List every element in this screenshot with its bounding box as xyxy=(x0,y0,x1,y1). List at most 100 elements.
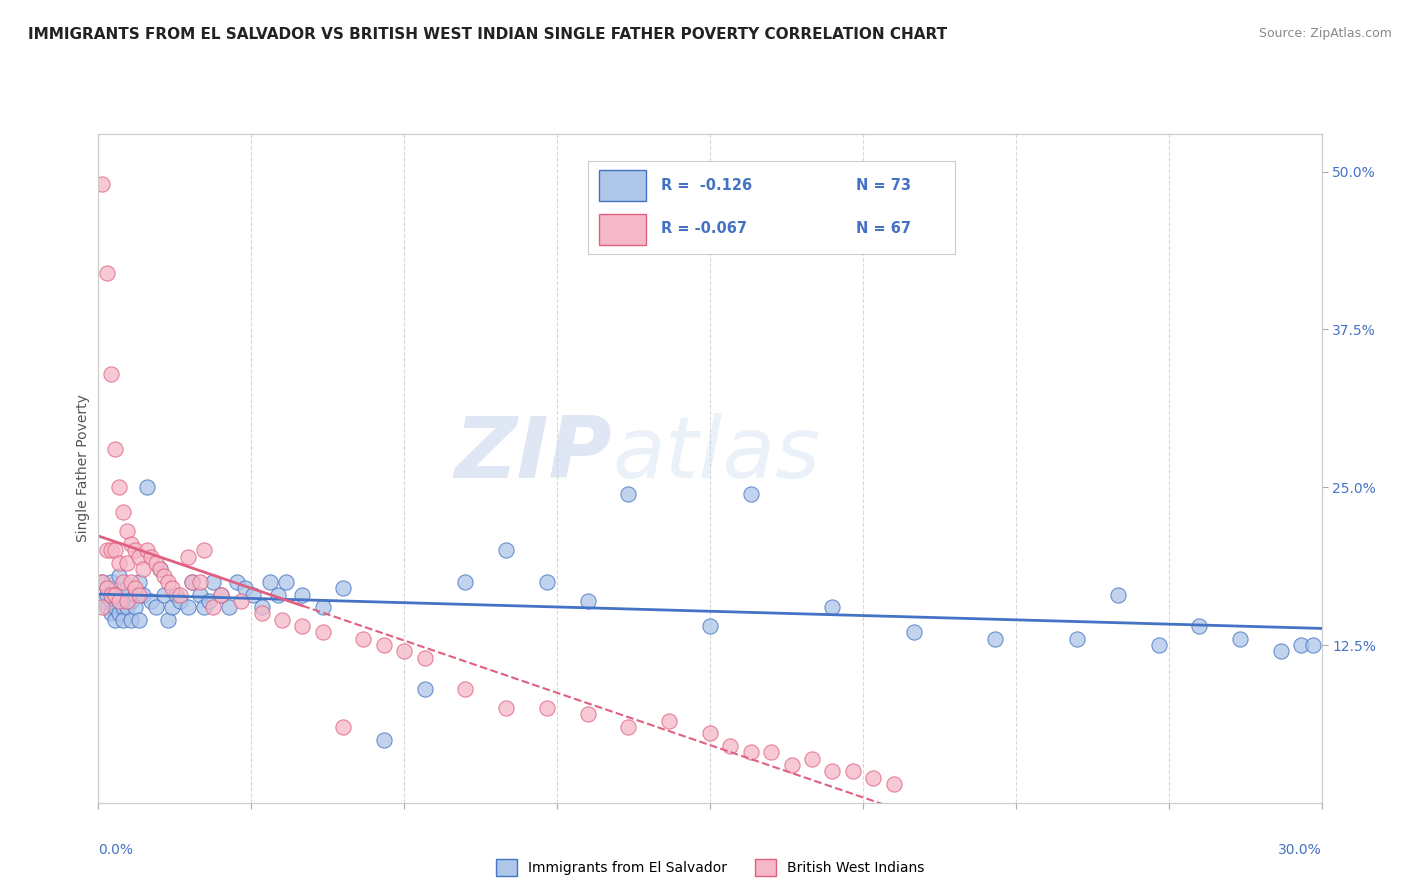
Point xyxy=(108,594,131,608)
Point xyxy=(96,266,118,280)
Point xyxy=(1270,644,1292,658)
Point xyxy=(181,574,204,589)
Point xyxy=(373,732,395,747)
FancyBboxPatch shape xyxy=(599,214,647,245)
Point xyxy=(96,581,118,595)
Point xyxy=(156,574,179,589)
Point xyxy=(267,588,290,602)
Point xyxy=(373,638,395,652)
Point xyxy=(104,588,127,602)
Point xyxy=(413,650,436,665)
Point xyxy=(149,562,172,576)
Point xyxy=(821,600,844,615)
Text: N = 73: N = 73 xyxy=(856,178,911,193)
Point xyxy=(576,594,599,608)
Point xyxy=(108,568,131,582)
Point xyxy=(128,613,150,627)
Point xyxy=(111,588,134,602)
Point xyxy=(270,613,294,627)
Point xyxy=(100,367,122,381)
Point xyxy=(100,594,122,608)
Point xyxy=(332,581,354,595)
Point xyxy=(177,600,200,615)
Point xyxy=(91,178,114,192)
Point xyxy=(352,632,374,646)
Point xyxy=(111,574,134,589)
Point xyxy=(209,588,232,602)
Point xyxy=(536,701,558,715)
Point xyxy=(160,581,183,595)
Point xyxy=(108,480,131,494)
Point xyxy=(104,613,127,627)
Point xyxy=(104,600,127,615)
Point xyxy=(115,524,138,539)
Point xyxy=(132,562,155,576)
Point xyxy=(801,751,824,765)
Point xyxy=(1107,588,1129,602)
Point xyxy=(128,588,150,602)
Point xyxy=(984,632,1007,646)
Point xyxy=(201,600,224,615)
Text: ZIP: ZIP xyxy=(454,413,612,497)
Point xyxy=(100,588,122,602)
Point xyxy=(1147,638,1170,652)
Point xyxy=(197,594,219,608)
Point xyxy=(120,594,142,608)
Point xyxy=(124,581,146,595)
Text: atlas: atlas xyxy=(612,413,820,497)
FancyBboxPatch shape xyxy=(599,170,647,201)
Point xyxy=(1291,638,1313,652)
Text: 30.0%: 30.0% xyxy=(1278,843,1322,857)
Text: 0.0%: 0.0% xyxy=(98,843,134,857)
Point xyxy=(91,574,114,589)
Text: R =  -0.126: R = -0.126 xyxy=(661,178,752,193)
Point xyxy=(903,625,925,640)
Point xyxy=(136,480,159,494)
Point xyxy=(699,726,721,740)
Text: R = -0.067: R = -0.067 xyxy=(661,221,747,236)
Point xyxy=(740,745,762,759)
Point xyxy=(332,720,354,734)
Point xyxy=(104,588,127,602)
Point xyxy=(495,543,517,558)
Point xyxy=(124,600,146,615)
Point xyxy=(392,644,416,658)
Y-axis label: Single Father Poverty: Single Father Poverty xyxy=(76,394,90,542)
Point xyxy=(699,619,721,633)
Point xyxy=(242,588,264,602)
Legend: Immigrants from El Salvador, British West Indians: Immigrants from El Salvador, British Wes… xyxy=(496,859,924,876)
Point xyxy=(291,619,314,633)
Point xyxy=(96,581,118,595)
Point xyxy=(193,543,215,558)
Point xyxy=(115,556,138,570)
Point xyxy=(862,771,884,785)
Point xyxy=(218,600,240,615)
Point xyxy=(132,588,155,602)
Point xyxy=(274,574,297,589)
Point xyxy=(883,777,905,791)
Point xyxy=(115,594,138,608)
Point xyxy=(152,568,174,582)
Point xyxy=(1066,632,1088,646)
Point xyxy=(1188,619,1211,633)
Point xyxy=(100,574,122,589)
Point xyxy=(454,574,477,589)
Point xyxy=(193,600,215,615)
Text: IMMIGRANTS FROM EL SALVADOR VS BRITISH WEST INDIAN SINGLE FATHER POVERTY CORRELA: IMMIGRANTS FROM EL SALVADOR VS BRITISH W… xyxy=(28,27,948,42)
Point xyxy=(226,574,249,589)
Point xyxy=(576,707,599,722)
Point xyxy=(761,745,783,759)
Point xyxy=(100,543,122,558)
Point xyxy=(120,574,142,589)
Point xyxy=(120,537,142,551)
Point xyxy=(188,574,212,589)
Point xyxy=(1229,632,1251,646)
Point xyxy=(96,600,118,615)
Point xyxy=(658,714,681,728)
Point xyxy=(108,607,131,621)
Point xyxy=(495,701,517,715)
Point xyxy=(115,600,138,615)
Point xyxy=(165,588,187,602)
Point xyxy=(821,764,844,779)
Point xyxy=(740,486,762,500)
